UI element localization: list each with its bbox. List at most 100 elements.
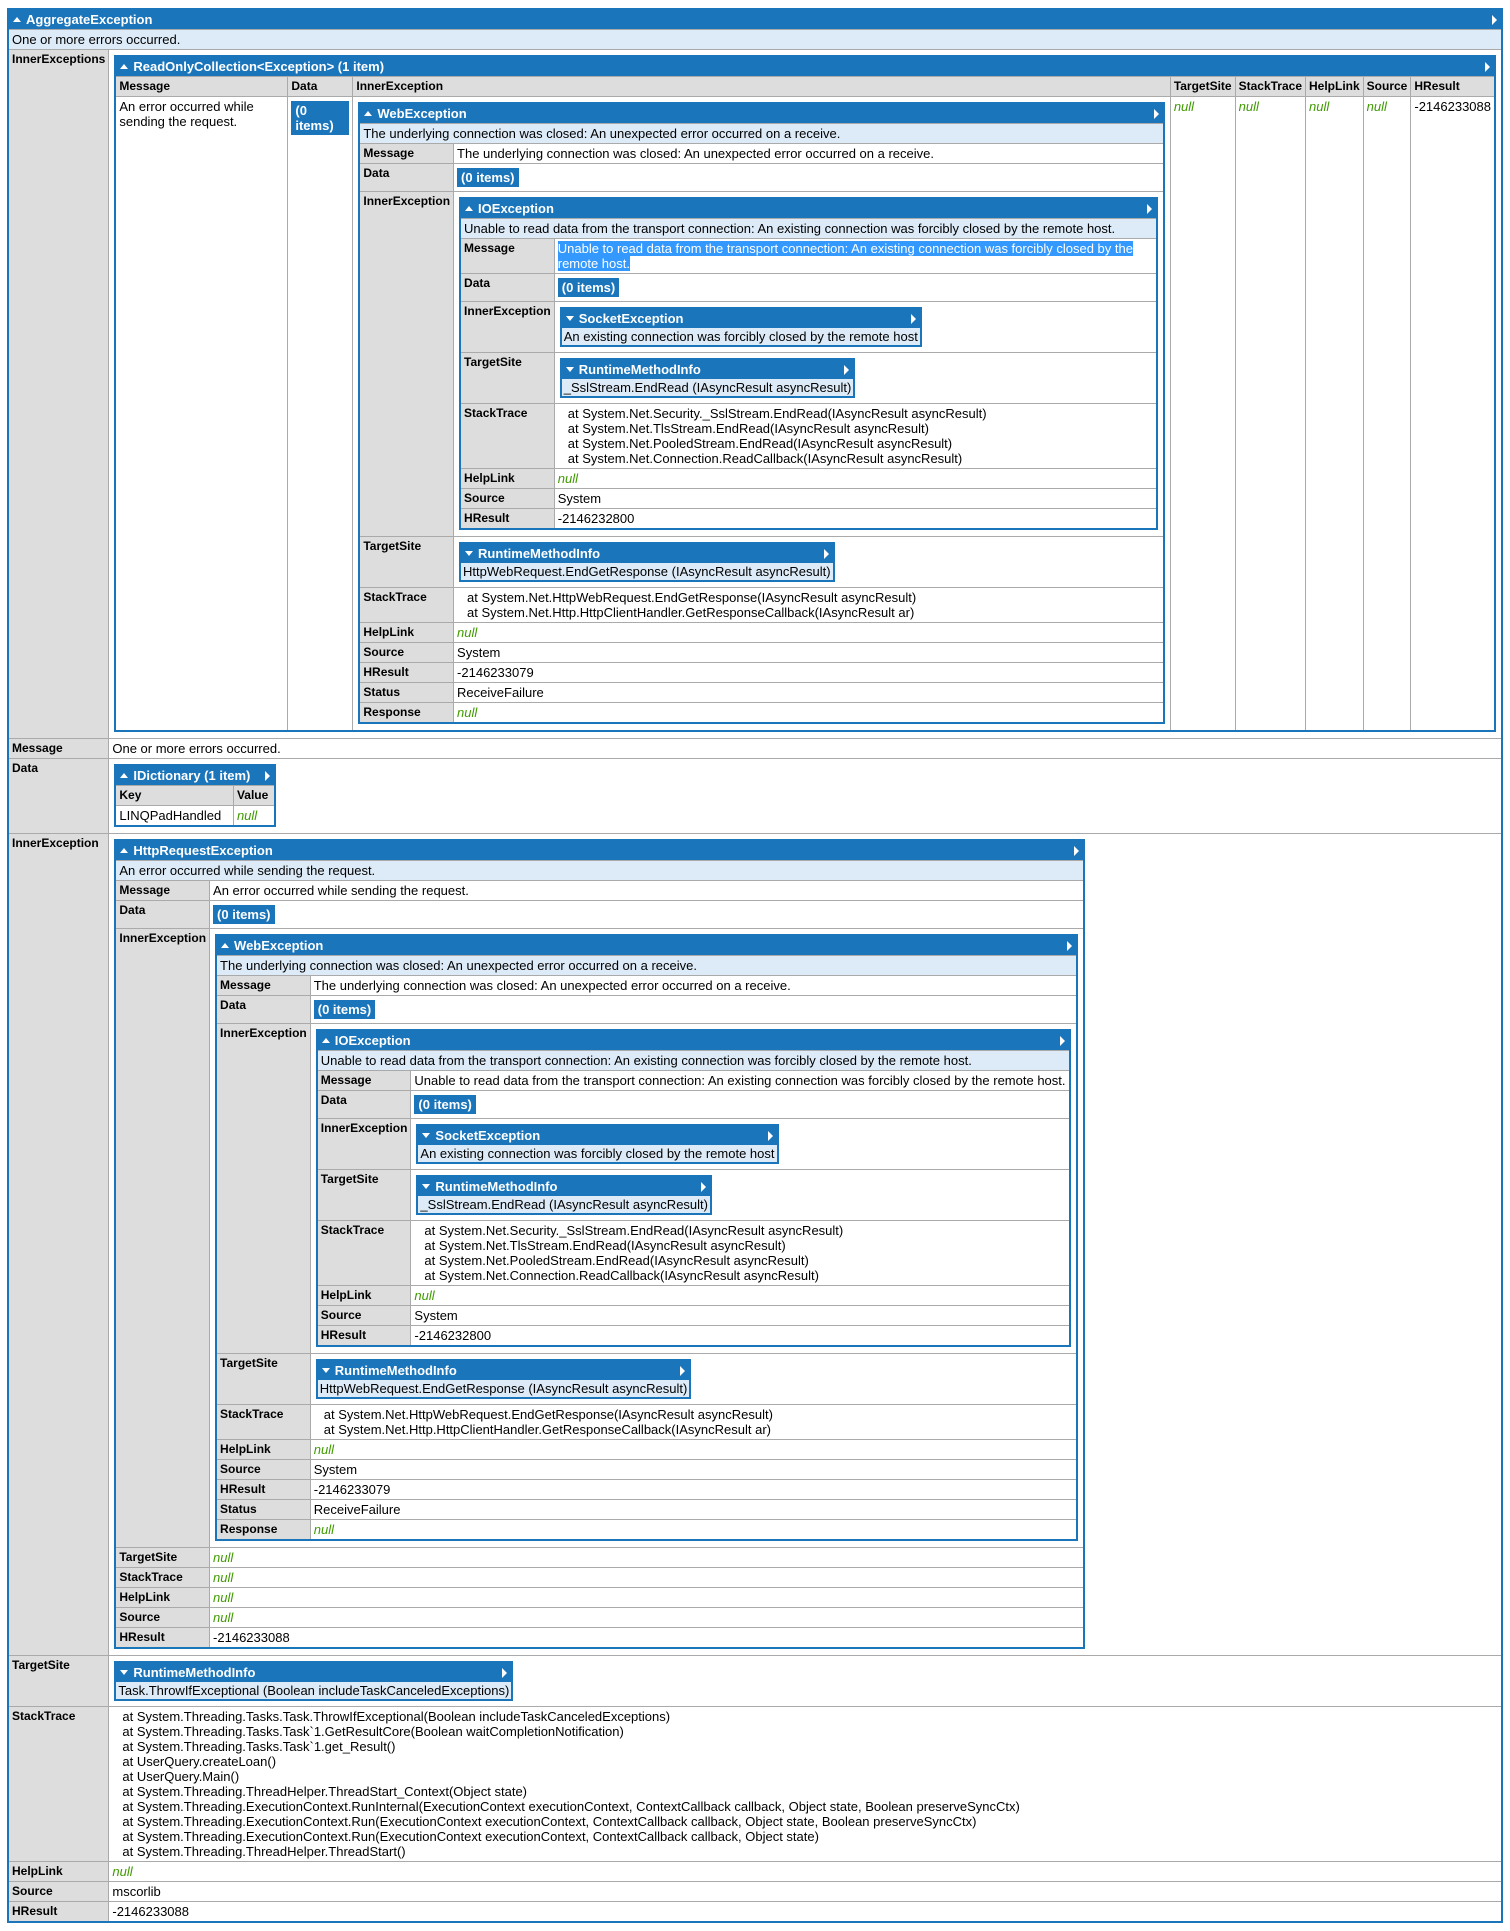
column-header[interactable]: StackTrace (1234, 76, 1307, 97)
open-in-new-panel-icon[interactable] (700, 1181, 706, 1192)
collapsed-object[interactable]: RuntimeMethodInfo _SslStream.EndRead (IAs… (559, 358, 856, 398)
exception-dump: AggregateException One or more errors occ… (7, 8, 1503, 1923)
column-header[interactable]: Key (114, 785, 234, 806)
open-in-new-panel-icon[interactable] (767, 1130, 773, 1141)
collapsed-summary-link[interactable]: Task.ThrowIfExceptional (Boolean include… (115, 1682, 513, 1701)
column-header[interactable]: Source (1362, 76, 1412, 97)
exception-header[interactable]: WebException (216, 935, 1077, 956)
open-in-new-panel-icon[interactable] (680, 1365, 686, 1376)
column-header[interactable]: HelpLink (1305, 76, 1364, 97)
property-name: HelpLink (7, 1861, 110, 1882)
value-text: System (414, 1308, 458, 1323)
exception-header[interactable]: IOException (316, 1030, 1070, 1051)
stack-frame: at System.Net.Connection.ReadCallback(IA… (424, 1268, 819, 1283)
open-in-new-panel-icon[interactable] (1066, 940, 1072, 951)
expanded-arrow-icon[interactable] (465, 206, 474, 211)
collapsed-arrow-icon[interactable] (565, 316, 574, 321)
collapsed-object[interactable]: SocketException An existing connection wa… (416, 1124, 779, 1164)
collapsed-object[interactable]: SocketException An existing connection wa… (559, 307, 922, 347)
empty-data-button[interactable]: (0 items) (313, 1000, 376, 1019)
expanded-arrow-icon[interactable] (321, 1038, 330, 1043)
open-in-new-panel-icon[interactable] (910, 313, 916, 324)
empty-data-button[interactable]: (0 items) (414, 1095, 476, 1114)
property-row-source: Source System (316, 1305, 1071, 1326)
collapsed-object-header[interactable]: RuntimeMethodInfo (560, 359, 855, 379)
collapsed-summary-link[interactable]: An existing connection was forcibly clos… (417, 1145, 778, 1164)
collapsed-object[interactable]: RuntimeMethodInfo Task.ThrowIfExceptional… (114, 1661, 514, 1701)
type-name: RuntimeMethodInfo (334, 1363, 457, 1378)
collapsed-arrow-icon[interactable] (422, 1184, 431, 1189)
collapsed-summary-link[interactable]: _SslStream.EndRead (IAsyncResult asyncRe… (560, 379, 855, 398)
open-in-new-panel-icon[interactable] (502, 1667, 508, 1678)
expanded-arrow-icon[interactable] (120, 64, 129, 69)
open-in-new-panel-icon[interactable] (1153, 108, 1159, 119)
column-header[interactable]: Data (287, 76, 354, 97)
expanded-arrow-icon[interactable] (13, 17, 21, 22)
collapsed-arrow-icon[interactable] (422, 1133, 431, 1138)
property-value: ReceiveFailure (453, 682, 1165, 703)
exception-summary: One or more errors occurred. (7, 29, 1503, 50)
expanded-arrow-icon[interactable] (221, 943, 230, 948)
table-cell: (0 items) (287, 96, 354, 732)
open-in-new-panel-icon[interactable] (1492, 14, 1497, 25)
stack-trace: at System.Net.HttpWebRequest.EndGetRespo… (314, 1407, 1073, 1437)
stack-trace: at System.Threading.Tasks.Task.ThrowIfEx… (112, 1709, 1498, 1859)
stack-frame: at System.Net.HttpWebRequest.EndGetRespo… (323, 1407, 773, 1422)
collapsed-arrow-icon[interactable] (465, 551, 474, 556)
column-header[interactable]: InnerException (352, 76, 1171, 97)
empty-data-button[interactable]: (0 items) (213, 905, 275, 924)
open-in-new-panel-icon[interactable] (1146, 203, 1152, 214)
empty-data-button[interactable]: (0 items) (557, 278, 620, 297)
collection-header[interactable]: IDictionary (1 item) (115, 765, 276, 786)
property-value: -2146232800 (553, 508, 1158, 530)
open-in-new-panel-icon[interactable] (844, 364, 850, 375)
property-row-innerexception: InnerException SocketException An existing… (316, 1118, 1071, 1170)
property-value: The underlying connection was closed: An… (309, 975, 1078, 996)
collapsed-summary-link[interactable]: An existing connection was forcibly clos… (560, 328, 921, 347)
collapsed-object-header[interactable]: RuntimeMethodInfo (316, 1360, 691, 1380)
collapsed-summary-link[interactable]: HttpWebRequest.EndGetResponse (IAsyncRes… (460, 563, 834, 582)
value-text: The underlying connection was closed: An… (457, 146, 934, 161)
expanded-arrow-icon[interactable] (120, 848, 129, 853)
collapsed-summary-link[interactable]: HttpWebRequest.EndGetResponse (IAsyncRes… (316, 1380, 691, 1399)
open-in-new-panel-icon[interactable] (1485, 61, 1490, 72)
collapsed-object-header[interactable]: RuntimeMethodInfo (460, 543, 834, 563)
collapsed-arrow-icon[interactable] (565, 367, 574, 372)
open-in-new-panel-icon[interactable] (265, 770, 271, 781)
empty-data-button[interactable]: (0 items) (457, 168, 519, 187)
property-row-hresult: HResult -2146232800 (316, 1325, 1071, 1347)
collapsed-object-header[interactable]: RuntimeMethodInfo (115, 1662, 513, 1682)
exception-header[interactable]: AggregateException (8, 9, 1502, 30)
exception-header-row: HttpRequestException (115, 840, 1084, 861)
column-header[interactable]: HResult (1410, 76, 1496, 97)
column-header[interactable]: Message (114, 76, 289, 97)
collapsed-object[interactable]: RuntimeMethodInfo _SslStream.EndRead (IAs… (416, 1175, 712, 1215)
collapsed-object[interactable]: RuntimeMethodInfo HttpWebRequest.EndGetRe… (315, 1359, 692, 1399)
exception-header[interactable]: IOException (460, 198, 1157, 219)
empty-data-button[interactable]: (0 items) (291, 101, 350, 135)
collapsed-summary-link[interactable]: _SslStream.EndRead (IAsyncResult asyncRe… (417, 1196, 711, 1215)
property-name: HResult (358, 662, 455, 683)
collapsed-object-header[interactable]: SocketException (560, 308, 921, 328)
stack-trace: at System.Net.Security._SslStream.EndRea… (558, 406, 1153, 466)
collapsed-object[interactable]: RuntimeMethodInfo HttpWebRequest.EndGetRe… (459, 542, 835, 582)
header-content: WebException (221, 938, 1072, 953)
property-name: Data (358, 163, 455, 192)
open-in-new-panel-icon[interactable] (1073, 845, 1079, 856)
open-in-new-panel-icon[interactable] (823, 548, 829, 559)
collapsed-object-header[interactable]: SocketException (417, 1125, 778, 1145)
column-header[interactable]: Value (232, 785, 276, 806)
column-header[interactable]: TargetSite (1169, 76, 1236, 97)
collection-header[interactable]: ReadOnlyCollection<Exception> (1 item) (115, 56, 1495, 77)
collapsed-arrow-icon[interactable] (120, 1670, 129, 1675)
open-in-new-panel-icon[interactable] (1059, 1035, 1065, 1046)
expanded-arrow-icon[interactable] (120, 773, 129, 778)
property-name: Message (7, 738, 110, 759)
property-value: (0 items) (209, 900, 1085, 929)
exception-header[interactable]: HttpRequestException (115, 840, 1084, 861)
header-content: IDictionary (1 item) (120, 768, 271, 783)
expanded-arrow-icon[interactable] (364, 111, 373, 116)
exception-header[interactable]: WebException (359, 103, 1164, 124)
collapsed-object-header[interactable]: RuntimeMethodInfo (417, 1176, 711, 1196)
collapsed-arrow-icon[interactable] (321, 1368, 330, 1373)
